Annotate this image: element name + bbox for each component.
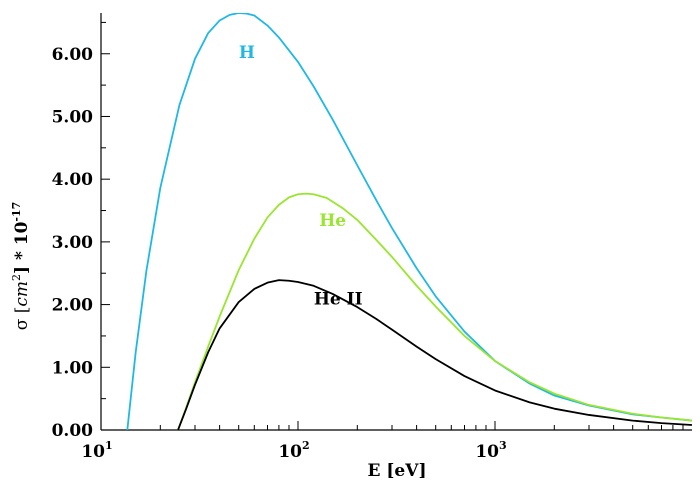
y-tick-label: 3.00 xyxy=(52,233,94,253)
y-axis-title: σ [cm2] * 10-17 xyxy=(10,202,32,331)
y-axis-title-suffix: ] * 10 xyxy=(12,221,32,274)
x-tick-label-exp: 2 xyxy=(302,439,310,452)
series-line-h xyxy=(126,13,692,430)
y-axis-title-prefix: σ [ xyxy=(12,307,32,331)
y-tick-label: 6.00 xyxy=(52,45,94,65)
x-minor-ticks xyxy=(100,421,684,430)
series-labels: H He He II xyxy=(239,43,363,309)
x-tick-labels: 101 102 103 xyxy=(81,439,506,462)
x-tick-label: 102 xyxy=(278,439,309,462)
series-lines xyxy=(126,13,692,430)
x-tick-label-base: 10 xyxy=(475,442,499,462)
series-label-h: H xyxy=(239,43,255,63)
y-tick-label: 0.00 xyxy=(52,421,94,441)
y-axis-title-unit-exp: 2 xyxy=(10,274,23,281)
y-axis-title-unit: cm xyxy=(12,281,32,307)
series-line-he xyxy=(177,192,692,430)
y-tick-label: 4.00 xyxy=(52,170,94,190)
y-tick-label: 5.00 xyxy=(52,107,94,127)
series-line-he-ii xyxy=(177,279,692,430)
x-tick-label-base: 10 xyxy=(278,442,302,462)
x-tick-label-exp: 1 xyxy=(105,439,113,452)
x-axis-title: E [eV] xyxy=(368,461,427,481)
y-tick-label: 1.00 xyxy=(52,358,94,378)
x-tick-label: 103 xyxy=(475,439,506,462)
y-tick-labels: 0.00 1.00 2.00 3.00 4.00 5.00 6.00 xyxy=(52,45,94,441)
y-tick-label: 2.00 xyxy=(52,296,94,316)
x-tick-label-exp: 3 xyxy=(499,439,507,452)
plot-area xyxy=(100,13,692,431)
x-tick-label-base: 10 xyxy=(81,442,105,462)
y-axis-title-power: -17 xyxy=(10,202,23,222)
y-minor-ticks xyxy=(101,21,110,431)
series-label-he-ii: He II xyxy=(314,290,363,310)
series-label-he: He xyxy=(319,211,346,231)
x-tick-label: 101 xyxy=(81,439,112,462)
